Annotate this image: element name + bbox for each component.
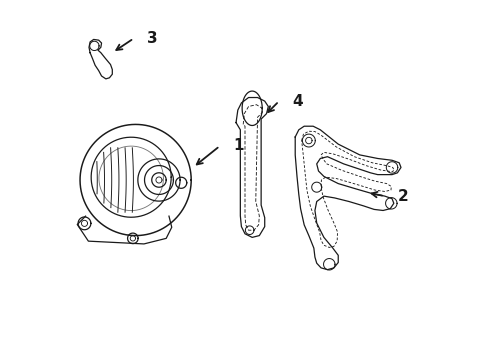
Text: 4: 4 bbox=[293, 94, 303, 109]
Text: 1: 1 bbox=[233, 139, 244, 153]
Text: 2: 2 bbox=[398, 189, 409, 204]
Text: 3: 3 bbox=[147, 31, 158, 46]
